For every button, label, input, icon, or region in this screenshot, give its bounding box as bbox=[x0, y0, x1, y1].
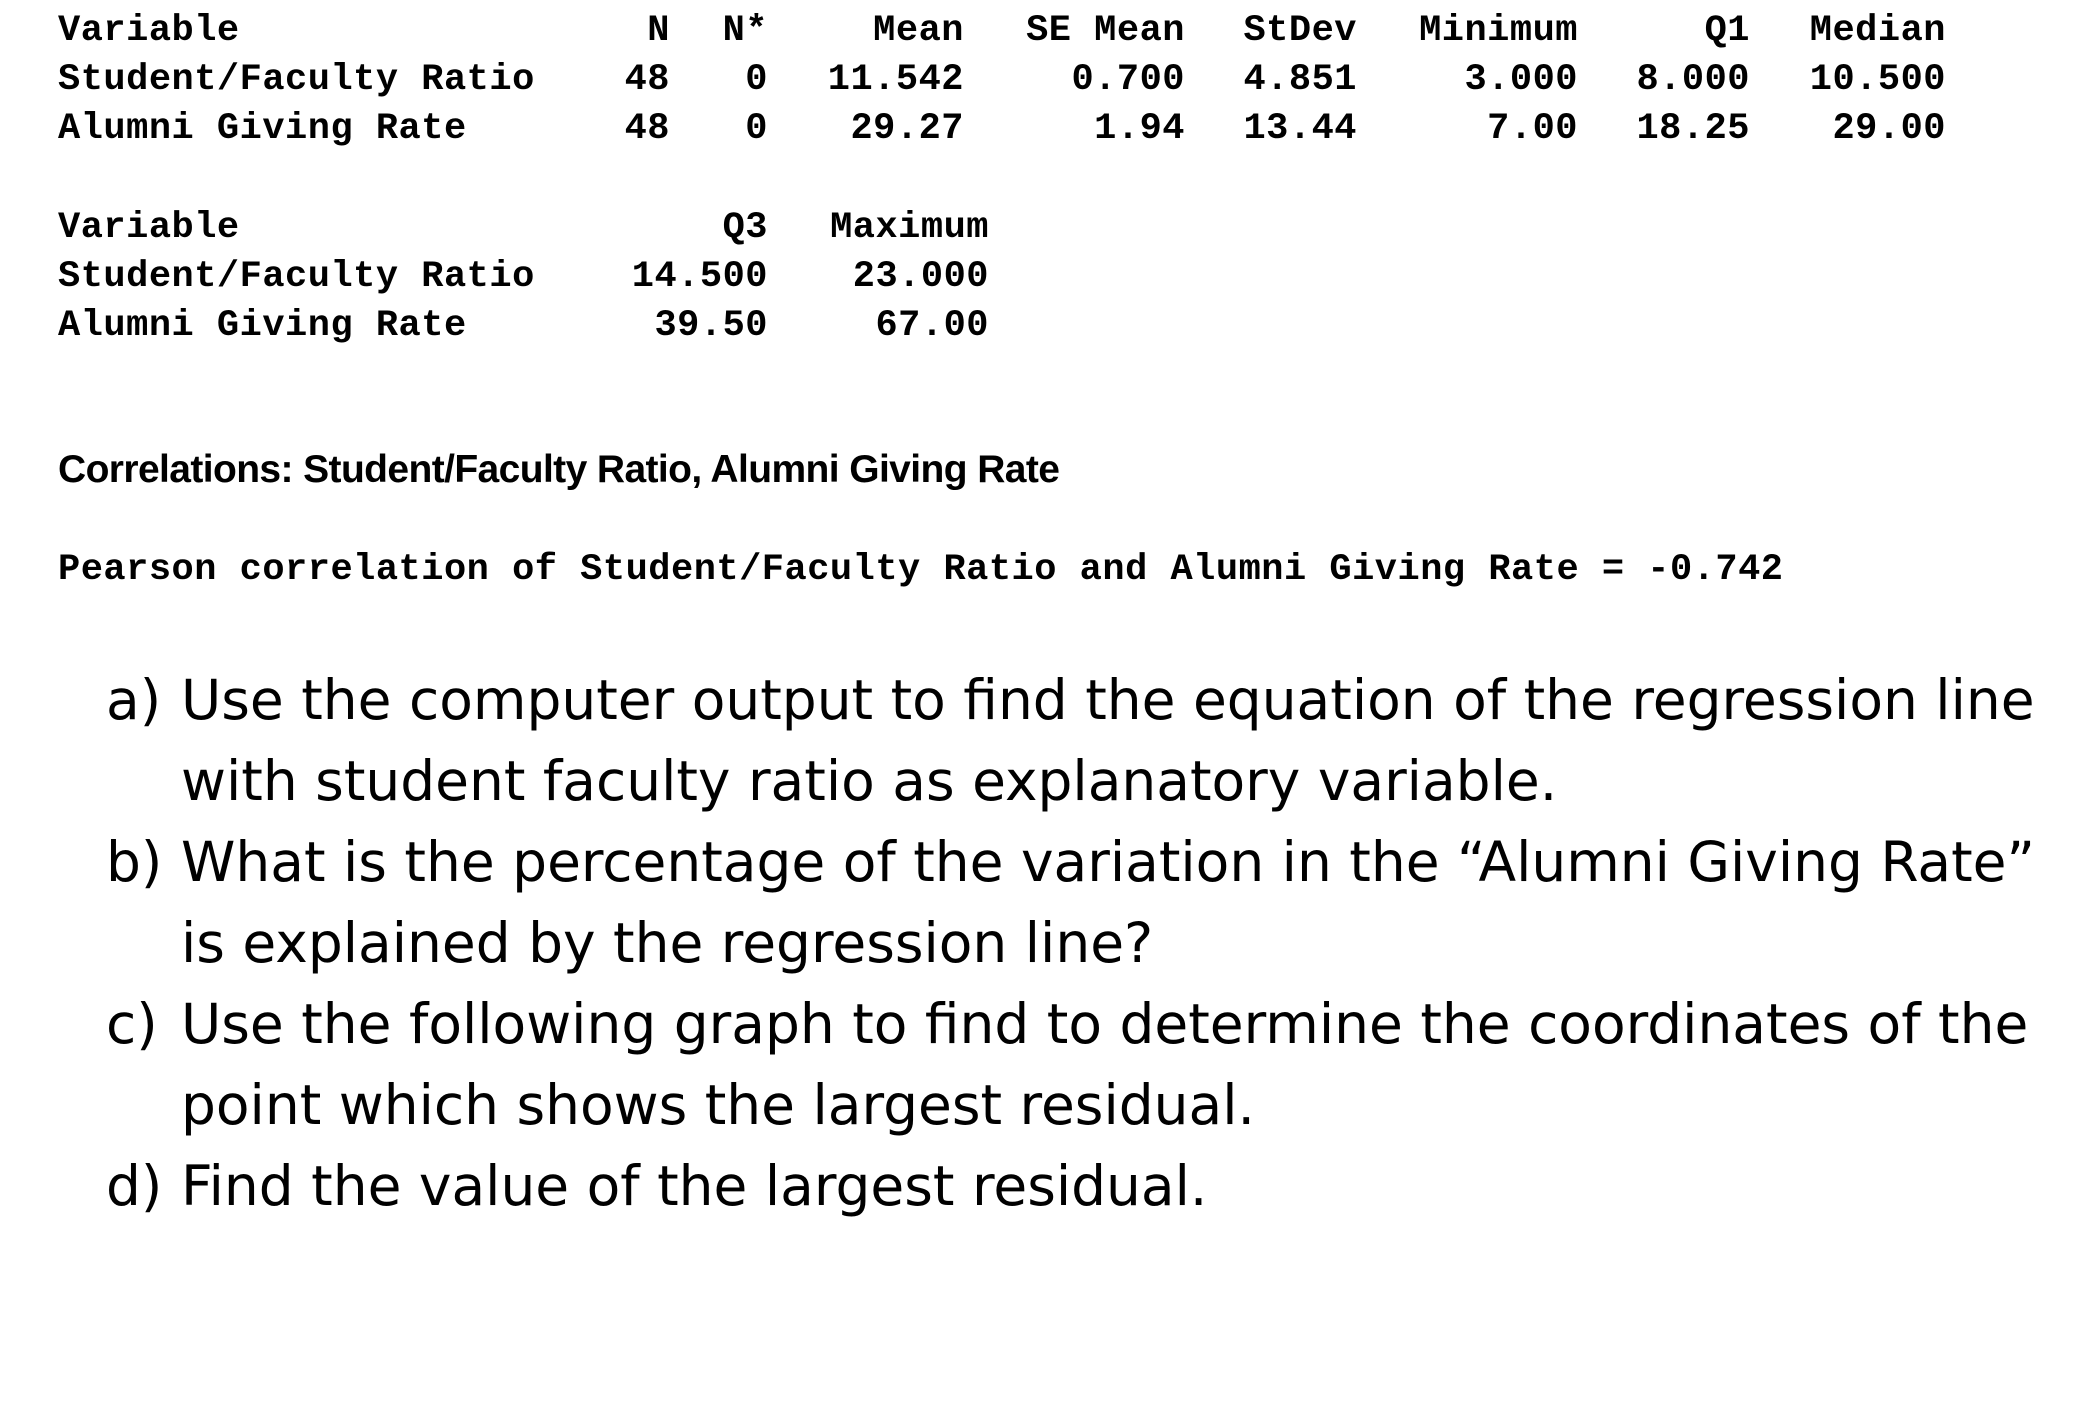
cell-n: 48 bbox=[624, 59, 670, 101]
header-mean: Mean bbox=[873, 10, 964, 52]
pearson-correlation-line: Pearson correlation of Student/Faculty R… bbox=[58, 549, 1784, 591]
table-row: Student/Faculty Ratio 48 0 11.542 0.700 … bbox=[58, 56, 1946, 105]
cell-n: 48 bbox=[624, 108, 670, 150]
question-list: a) Use the computer output to find the e… bbox=[106, 660, 2036, 1227]
cell-q3: 14.500 bbox=[631, 256, 768, 298]
cell-minimum: 7.00 bbox=[1487, 108, 1578, 150]
cell-stdev: 4.851 bbox=[1243, 59, 1357, 101]
table-header-row: Variable Q3 Maximum bbox=[58, 204, 989, 253]
question-text: What is the percentage of the variation … bbox=[181, 830, 2035, 975]
question-marker: d) bbox=[106, 1154, 163, 1218]
cell-variable: Alumni Giving Rate bbox=[58, 305, 467, 347]
header-maximum: Maximum bbox=[830, 207, 989, 249]
cell-stdev: 13.44 bbox=[1243, 108, 1357, 150]
question-text: Use the computer output to find the equa… bbox=[181, 668, 2035, 813]
cell-mean: 11.542 bbox=[827, 59, 964, 101]
cell-median: 29.00 bbox=[1832, 108, 1946, 150]
question-item: a) Use the computer output to find the e… bbox=[106, 660, 2036, 822]
correlations-heading: Correlations: Student/Faculty Ratio, Alu… bbox=[58, 448, 1060, 491]
header-variable: Variable bbox=[58, 207, 240, 249]
header-q3: Q3 bbox=[722, 207, 768, 249]
cell-maximum: 23.000 bbox=[852, 256, 989, 298]
cell-q1: 8.000 bbox=[1636, 59, 1750, 101]
header-se-mean: SE Mean bbox=[1026, 10, 1185, 52]
cell-q3: 39.50 bbox=[654, 305, 768, 347]
header-n: N bbox=[647, 10, 670, 52]
cell-q1: 18.25 bbox=[1636, 108, 1750, 150]
table-row: Alumni Giving Rate 48 0 29.27 1.94 13.44… bbox=[58, 105, 1946, 154]
cell-minimum: 3.000 bbox=[1464, 59, 1578, 101]
question-text: Find the value of the largest residual. bbox=[181, 1154, 1208, 1218]
cell-se-mean: 0.700 bbox=[1071, 59, 1185, 101]
descriptive-stats-table-2: Variable Q3 Maximum Student/Faculty Rati… bbox=[58, 204, 989, 351]
header-variable: Variable bbox=[58, 10, 240, 52]
table-header-row: Variable N N* Mean SE Mean StDev Minimum… bbox=[58, 7, 1946, 56]
cell-se-mean: 1.94 bbox=[1094, 108, 1185, 150]
cell-variable: Alumni Giving Rate bbox=[58, 108, 467, 150]
question-marker: a) bbox=[106, 668, 162, 732]
cell-variable: Student/Faculty Ratio bbox=[58, 256, 535, 298]
question-item: b) What is the percentage of the variati… bbox=[106, 822, 2036, 984]
question-marker: c) bbox=[106, 992, 158, 1056]
cell-mean: 29.27 bbox=[850, 108, 964, 150]
question-item: d) Find the value of the largest residua… bbox=[106, 1146, 2036, 1227]
table-row: Student/Faculty Ratio 14.500 23.000 bbox=[58, 253, 989, 302]
header-median: Median bbox=[1809, 10, 1946, 52]
cell-median: 10.500 bbox=[1809, 59, 1946, 101]
question-marker: b) bbox=[106, 830, 163, 894]
table-row: Alumni Giving Rate 39.50 67.00 bbox=[58, 302, 989, 351]
cell-maximum: 67.00 bbox=[875, 305, 989, 347]
cell-n-star: 0 bbox=[745, 59, 768, 101]
header-q1: Q1 bbox=[1704, 10, 1750, 52]
question-text: Use the following graph to find to deter… bbox=[181, 992, 2029, 1137]
header-minimum: Minimum bbox=[1419, 10, 1578, 52]
cell-n-star: 0 bbox=[745, 108, 768, 150]
header-stdev: StDev bbox=[1243, 10, 1357, 52]
cell-variable: Student/Faculty Ratio bbox=[58, 59, 535, 101]
descriptive-stats-table-1: Variable N N* Mean SE Mean StDev Minimum… bbox=[58, 7, 1946, 154]
question-item: c) Use the following graph to find to de… bbox=[106, 984, 2036, 1146]
header-n-star: N* bbox=[722, 10, 768, 52]
